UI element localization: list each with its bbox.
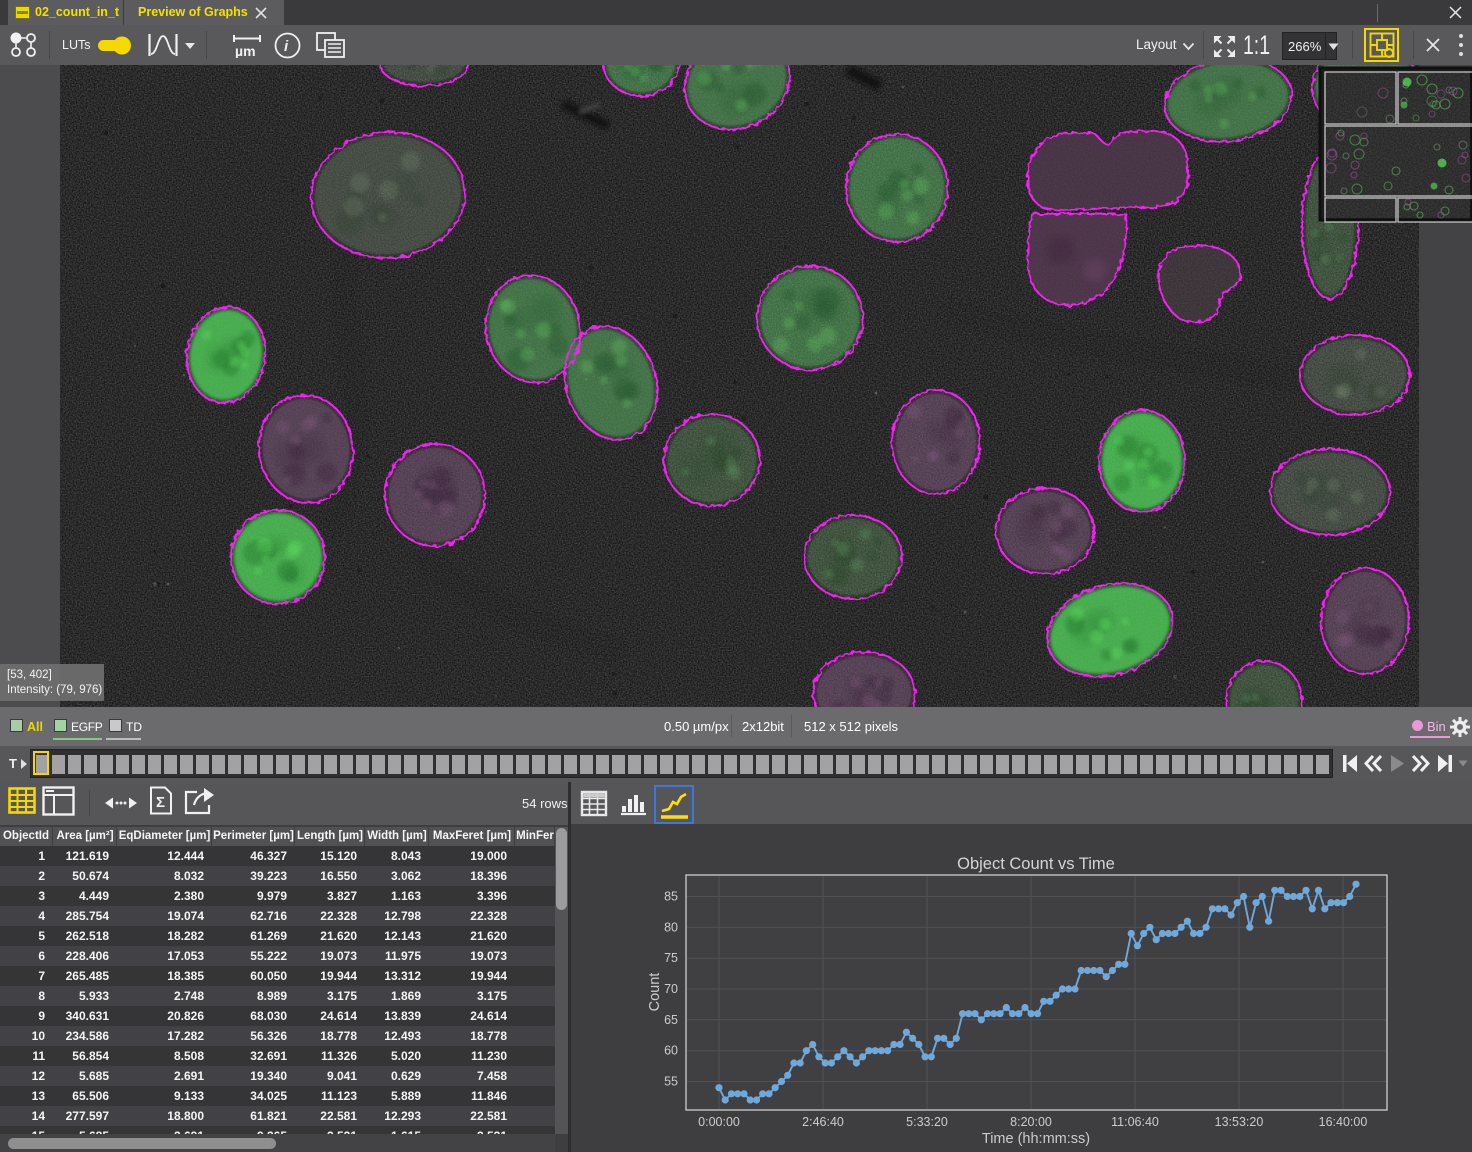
svg-text:µm: µm xyxy=(235,43,256,58)
svg-text:16:40:00: 16:40:00 xyxy=(1319,1115,1368,1129)
svg-text:70: 70 xyxy=(664,982,678,996)
svg-text:5:33:20: 5:33:20 xyxy=(906,1115,948,1129)
svg-text:0:00:00: 0:00:00 xyxy=(698,1115,740,1129)
svg-text:2:46:40: 2:46:40 xyxy=(802,1115,844,1129)
svg-text:Time (hh:mm:ss): Time (hh:mm:ss) xyxy=(982,1131,1090,1147)
svg-text:i: i xyxy=(284,38,289,55)
svg-text:Σ: Σ xyxy=(156,794,165,811)
svg-text:11:06:40: 11:06:40 xyxy=(1111,1115,1159,1129)
svg-text:Count: Count xyxy=(647,973,663,1012)
svg-text:75: 75 xyxy=(664,951,678,965)
svg-text:8:20:00: 8:20:00 xyxy=(1010,1115,1052,1129)
svg-text:Intensity: (79, 976): Intensity: (79, 976) xyxy=(7,684,102,696)
svg-text:65: 65 xyxy=(664,1013,678,1027)
svg-text:Object Count vs Time: Object Count vs Time xyxy=(957,855,1115,873)
svg-text:55: 55 xyxy=(664,1075,678,1089)
svg-text:80: 80 xyxy=(664,920,678,934)
svg-text:13:53:20: 13:53:20 xyxy=(1215,1115,1264,1129)
svg-text:85: 85 xyxy=(664,890,678,904)
svg-text:60: 60 xyxy=(664,1044,678,1058)
svg-text:[53, 402]: [53, 402] xyxy=(7,669,52,681)
